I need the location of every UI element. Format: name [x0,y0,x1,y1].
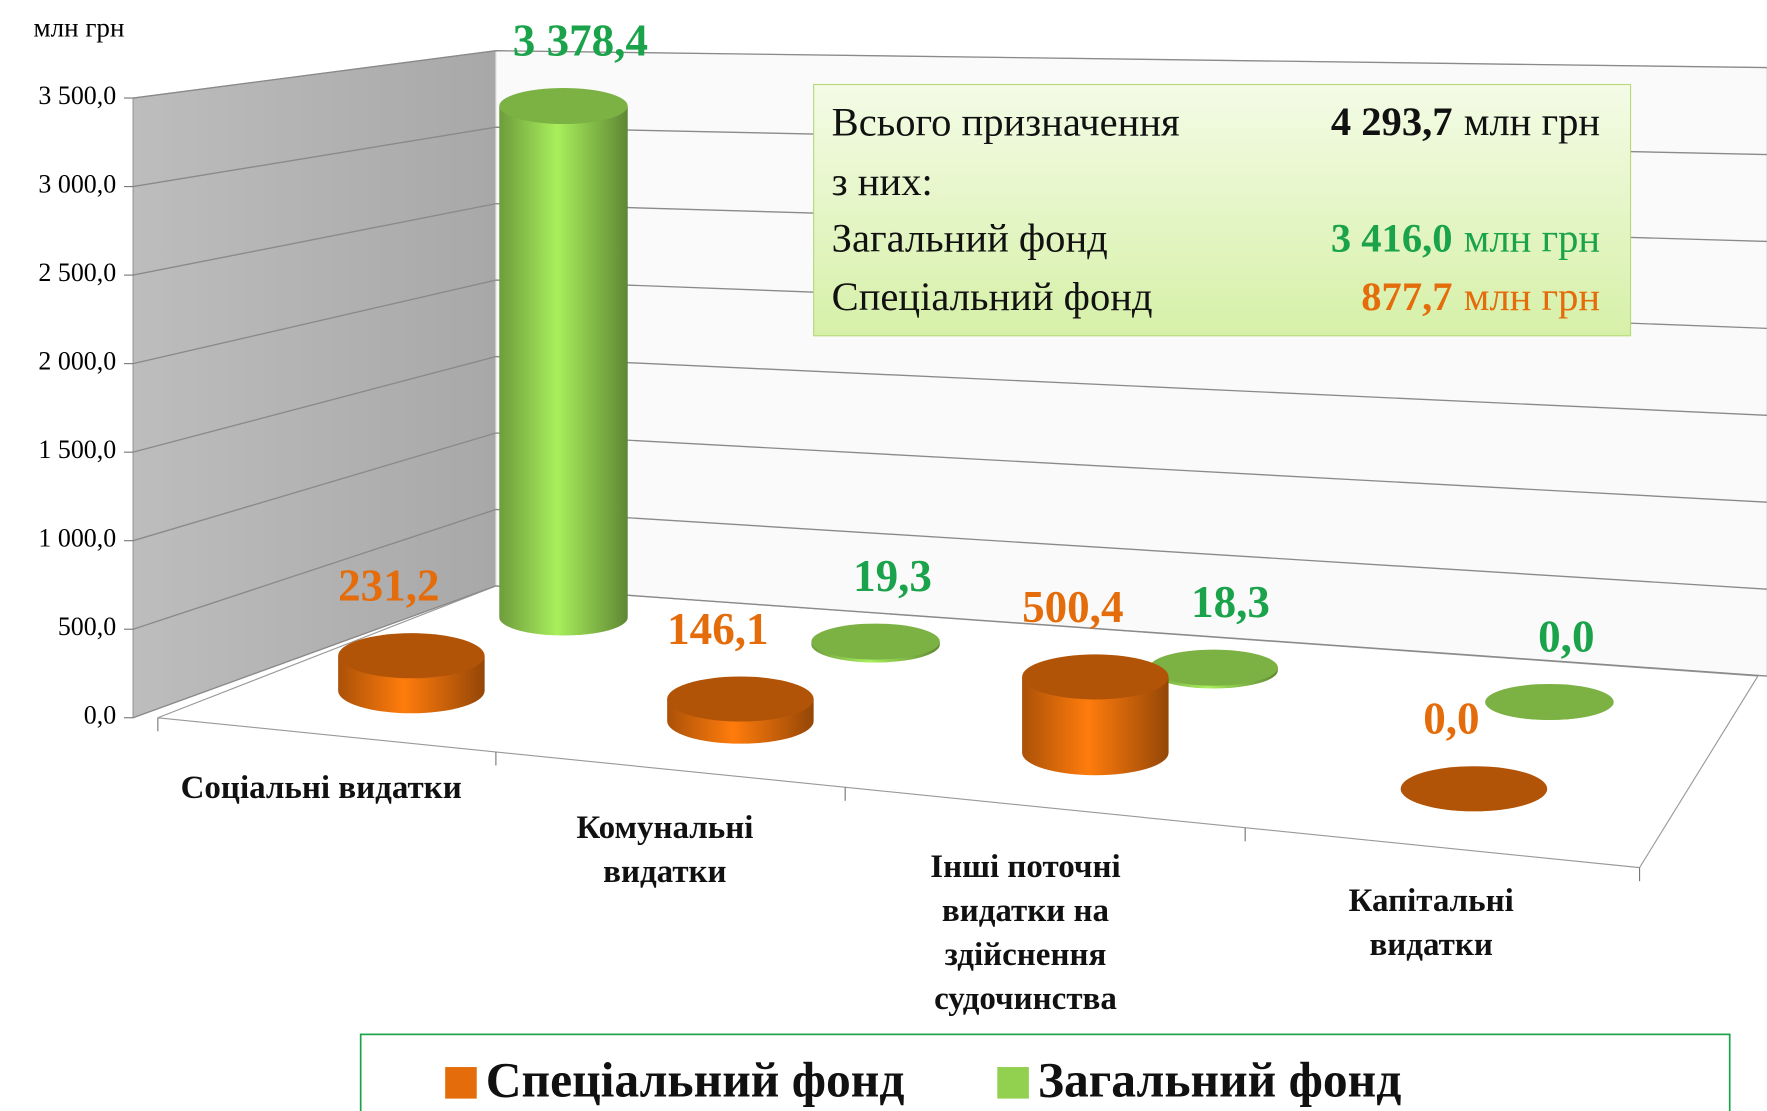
y-axis-label: млн грн [34,13,125,43]
cylinder-side [1022,676,1169,776]
annotation-text: Загальний фонд [832,216,1108,261]
cylinder [1485,683,1614,721]
y-tick-label: 3 000,0 [38,170,116,199]
value-label: 0,0 [1423,694,1479,744]
cylinder [1149,649,1278,689]
value-label: 3 378,4 [513,16,648,66]
value-label: 19,3 [853,551,932,601]
cylinder [1022,654,1169,776]
grid-line [132,432,1767,542]
legend-swatch [997,1067,1029,1099]
value-label: 0,0 [1538,611,1594,661]
cylinder-top [1149,649,1278,686]
annotation-text: Всього призначення [832,100,1180,145]
annotation-number: 4 293,7 [1331,100,1453,145]
value-label: 231,2 [338,561,439,611]
y-tick-label: 1 000,0 [38,524,116,553]
cylinder-top [1022,654,1169,700]
annotation-unit: млн грн [1464,216,1600,261]
cylinder [499,87,628,636]
cylinder-top [811,623,940,660]
grid-line [132,355,1767,453]
cylinder [338,633,485,714]
x-tick-label: Інші поточні видатки на здійснення судоч… [930,849,1121,1018]
x-tick-label: Капітальні видатки [1348,882,1514,963]
annotation-value: 3 416,0 млн грн [1331,216,1600,261]
value-label: 500,4 [1022,582,1123,632]
annotation-number: 3 416,0 [1331,216,1453,261]
y-tick-label: 2 500,0 [38,258,116,287]
value-label: 18,3 [1191,577,1270,627]
legend-box [359,1033,1731,1111]
grid-line [132,585,1767,719]
y-tick-label: 2 000,0 [38,347,116,376]
x-tick-label: Соціальні видатки [180,770,462,807]
grid-line [132,508,1767,630]
y-tick-label: 500,0 [58,612,116,641]
legend-label: Загальний фонд [1038,1052,1401,1107]
x-tick-label: Комунальні видатки [576,809,754,890]
cylinder-top [667,676,814,722]
y-tick-label: 1 500,0 [38,435,116,464]
cylinder [811,623,940,663]
value-label: 146,1 [667,604,768,654]
cylinder-top [499,87,628,125]
annotation-text: Спеціальний фонд [832,274,1153,319]
annotation-unit: млн грн [1464,100,1600,145]
legend-label: Спеціальний фонд [486,1052,905,1107]
cylinder-top [1485,683,1614,721]
annotation-box [813,83,1632,337]
cylinder [667,676,814,744]
y-tick-label: 3 500,0 [38,81,116,110]
annotation-value: 877,7 млн грн [1361,274,1600,319]
cylinder-side [499,106,628,636]
grid-line [132,50,1767,99]
annotation-value: 4 293,7 млн грн [1331,100,1600,145]
annotation-text: з них: [832,159,933,204]
y-tick-label: 0,0 [84,701,116,730]
legend-swatch [445,1067,477,1099]
cylinder [1400,766,1548,812]
cylinder-top [338,633,485,679]
annotation-number: 877,7 [1361,274,1452,319]
cylinder-top [1400,766,1548,812]
annotation-unit: млн грн [1464,274,1600,319]
